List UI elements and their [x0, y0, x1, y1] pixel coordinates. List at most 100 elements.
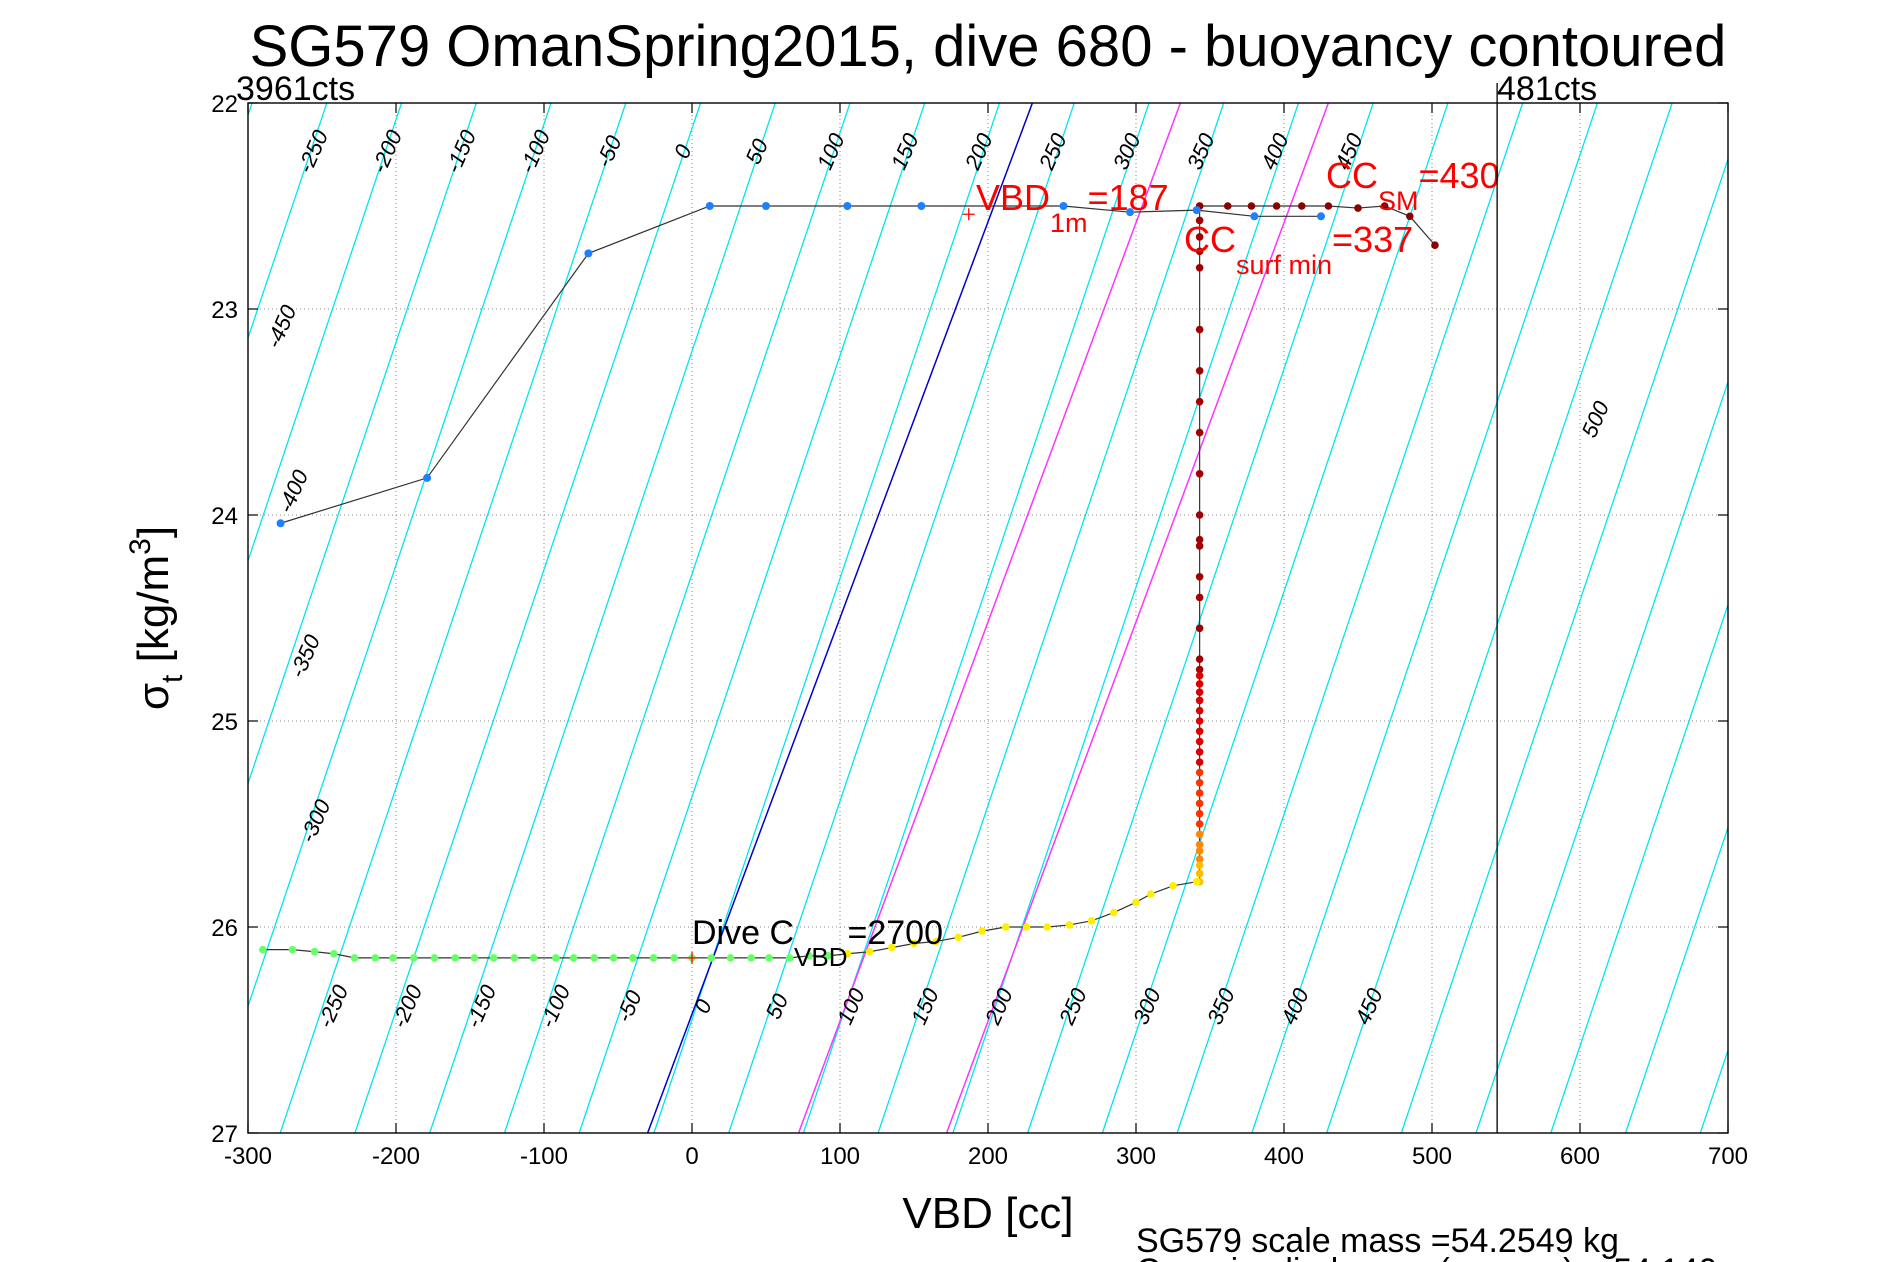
bottom-data-point — [1169, 882, 1177, 890]
plot-frame — [247, 102, 1729, 1134]
contour-label-upper: -150 — [440, 126, 481, 177]
surface-data-point — [1272, 202, 1281, 210]
dive-data-point — [1195, 264, 1204, 272]
vbd1m-label: VBD — [976, 177, 1050, 218]
bottom-data-point — [409, 954, 418, 962]
contour-line — [1251, 103, 1599, 1133]
contour-line — [248, 103, 328, 341]
bottom-data-point — [1192, 877, 1201, 886]
bottom-data-point — [310, 947, 319, 956]
dive-data-point — [1195, 247, 1204, 256]
dive-data-point — [1195, 861, 1204, 869]
ccsm-label: CC — [1326, 155, 1378, 196]
contour-line — [1176, 103, 1524, 1133]
bottom-data-point — [569, 954, 578, 962]
contour-label-lower: 150 — [906, 984, 944, 1028]
bottom-data-point — [470, 954, 479, 962]
contour-label-lower: 200 — [980, 984, 1018, 1029]
svg-text:σt [kg/m3]: σt [kg/m3] — [124, 526, 189, 710]
y-tick-label: 23 — [211, 297, 238, 324]
climb-data-point — [917, 202, 926, 210]
bottom-data-point — [1065, 921, 1074, 929]
implied-mass-text: Cimplied mass (apogee) = 54.140 — [1136, 1252, 1717, 1262]
x-tick-label: 0 — [685, 1143, 698, 1170]
surface-data-point — [1380, 202, 1389, 210]
x-tick-label: -200 — [372, 1143, 420, 1170]
contour-label-left: -400 — [273, 465, 314, 516]
bottom-data-point — [824, 952, 832, 960]
climb-data-point — [584, 249, 593, 258]
bottom-data-point — [910, 939, 918, 948]
bottom-data-point — [430, 954, 439, 962]
dive-data-point — [1195, 428, 1204, 437]
x-tick-label: 500 — [1412, 1143, 1452, 1170]
contour-label-lower: 300 — [1128, 984, 1166, 1028]
contour-label-upper: 100 — [812, 129, 850, 173]
bottom-data-point — [590, 954, 599, 962]
dive-data-point — [1195, 846, 1204, 855]
bottom-data-point — [707, 954, 716, 962]
contour-line — [1475, 380, 1728, 1133]
ccsm-value: =430 — [1419, 155, 1500, 196]
dive-data-point — [1195, 573, 1204, 581]
contour-label-left: -450 — [261, 301, 302, 352]
climb-data-point — [762, 202, 770, 210]
contour-line — [248, 103, 253, 118]
ccsm-sub: SM — [1378, 186, 1419, 216]
surface-data-point — [1297, 202, 1306, 210]
dive-data-point — [1195, 470, 1204, 478]
magenta-reference-line — [797, 103, 1182, 1133]
climb-data-point — [843, 202, 852, 210]
dive-data-point — [1195, 727, 1204, 736]
dive-data-point — [1195, 799, 1204, 808]
ccsurf-sub: surf min — [1236, 250, 1332, 280]
bottom-data-point — [510, 954, 519, 962]
dive-data-point — [1195, 830, 1204, 839]
contour-label-upper: 200 — [959, 129, 997, 174]
contour-label-upper: 300 — [1108, 129, 1146, 173]
bottom-data-point — [350, 954, 359, 962]
contour-line — [578, 103, 926, 1133]
surface-data-point — [1406, 212, 1414, 221]
bottom-data-point — [1132, 898, 1140, 907]
bottom-data-point — [1147, 890, 1155, 898]
vbd1m-sub: 1m — [1050, 208, 1088, 238]
bottom-data-point — [489, 954, 498, 962]
x-axis-label: VBD [cc] — [902, 1189, 1073, 1238]
bottom-data-point — [785, 954, 794, 962]
dive-data-point — [1195, 748, 1204, 756]
contour-label-lower: 100 — [832, 984, 870, 1028]
dive-cvbd-value: =2700 — [848, 914, 944, 952]
ccsurf-label: CC — [1184, 219, 1236, 260]
contour-label-lower: -150 — [461, 980, 502, 1031]
dive-data-point — [1195, 758, 1204, 766]
bottom-data-point — [1001, 923, 1010, 931]
bottom-data-point — [609, 954, 618, 962]
contour-label-upper: 150 — [886, 129, 924, 173]
y-tick-label: 25 — [211, 709, 238, 736]
x-tick-label: -100 — [520, 1143, 568, 1170]
x-tick-label: -300 — [224, 1143, 272, 1170]
climb-data-point — [705, 202, 714, 210]
contour-line — [248, 103, 552, 1009]
y-label-sup: 3 — [124, 538, 157, 555]
dive-data-point — [1195, 397, 1204, 406]
axis-ticks: -300 -200 -100 0 100 200 300 400 500 600 700222324… — [211, 91, 1748, 1170]
climb-data-point — [1192, 206, 1201, 215]
x-tick-label: 400 — [1264, 1143, 1304, 1170]
bottom-data-point — [649, 954, 658, 962]
contour-line — [429, 103, 776, 1133]
magenta-reference-line — [945, 103, 1330, 1133]
implied-mass-c: C — [1136, 1252, 1161, 1262]
y-tick-label: 26 — [211, 915, 238, 942]
contour-label-lower: 50 — [761, 989, 794, 1022]
dive-data-point — [1195, 655, 1204, 663]
bottom-data-point — [978, 927, 986, 935]
bottom-data-point — [865, 947, 874, 956]
dive-data-point — [1195, 216, 1204, 225]
scale-mass-text: SG579 scale mass =54.2549 kg — [1136, 1222, 1619, 1260]
y-label-sub: t — [156, 674, 189, 683]
dive-data-point — [1195, 737, 1204, 746]
contour-label-upper: -200 — [366, 126, 407, 177]
climb-path-line — [280, 205, 1321, 524]
